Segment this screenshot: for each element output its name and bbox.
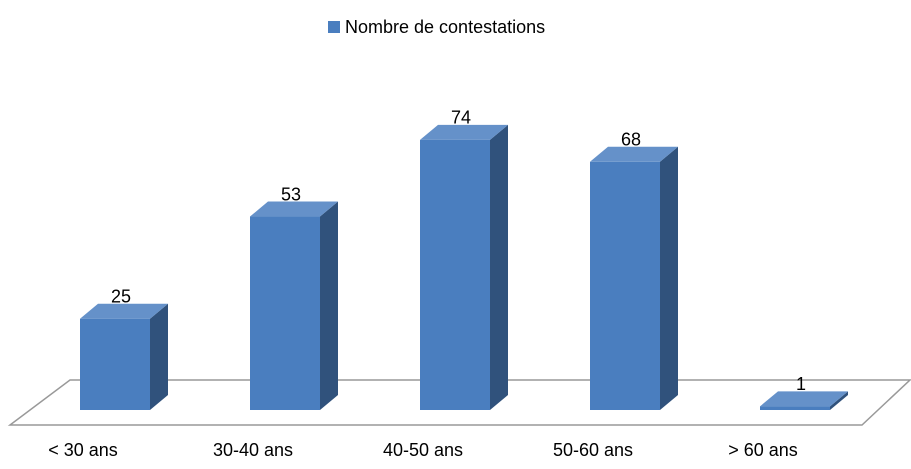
- x-tick-label: > 60 ans: [728, 440, 798, 460]
- legend-swatch: [328, 21, 340, 33]
- legend-label: Nombre de contestations: [345, 17, 545, 37]
- bar: [590, 146, 678, 411]
- bar-front: [250, 216, 320, 410]
- value-label: 74: [451, 108, 471, 128]
- value-label: 1: [796, 374, 806, 394]
- bar-side: [320, 201, 338, 410]
- bar-top: [760, 391, 848, 407]
- bar-top: [420, 124, 508, 140]
- bar-top: [250, 201, 338, 217]
- bar-front: [590, 161, 660, 410]
- bar-side: [660, 146, 678, 411]
- x-tick-label: 50-60 ans: [553, 440, 633, 460]
- value-label: 53: [281, 184, 301, 204]
- bar: [760, 391, 848, 410]
- bar: [420, 124, 508, 411]
- bar-front: [80, 318, 150, 410]
- bar-front: [420, 139, 490, 410]
- bar: [250, 201, 338, 410]
- x-tick-label: 40-50 ans: [383, 440, 463, 460]
- value-label: 25: [111, 287, 131, 307]
- x-tick-label: < 30 ans: [48, 440, 118, 460]
- bar-top: [80, 303, 168, 319]
- bar-side: [490, 124, 508, 411]
- bar-front: [760, 406, 830, 410]
- bar-side: [150, 303, 168, 410]
- value-label: 68: [621, 130, 641, 150]
- bar-side: [830, 391, 848, 410]
- bar-top: [590, 146, 678, 162]
- x-tick-label: 30-40 ans: [213, 440, 293, 460]
- bar: [80, 303, 168, 410]
